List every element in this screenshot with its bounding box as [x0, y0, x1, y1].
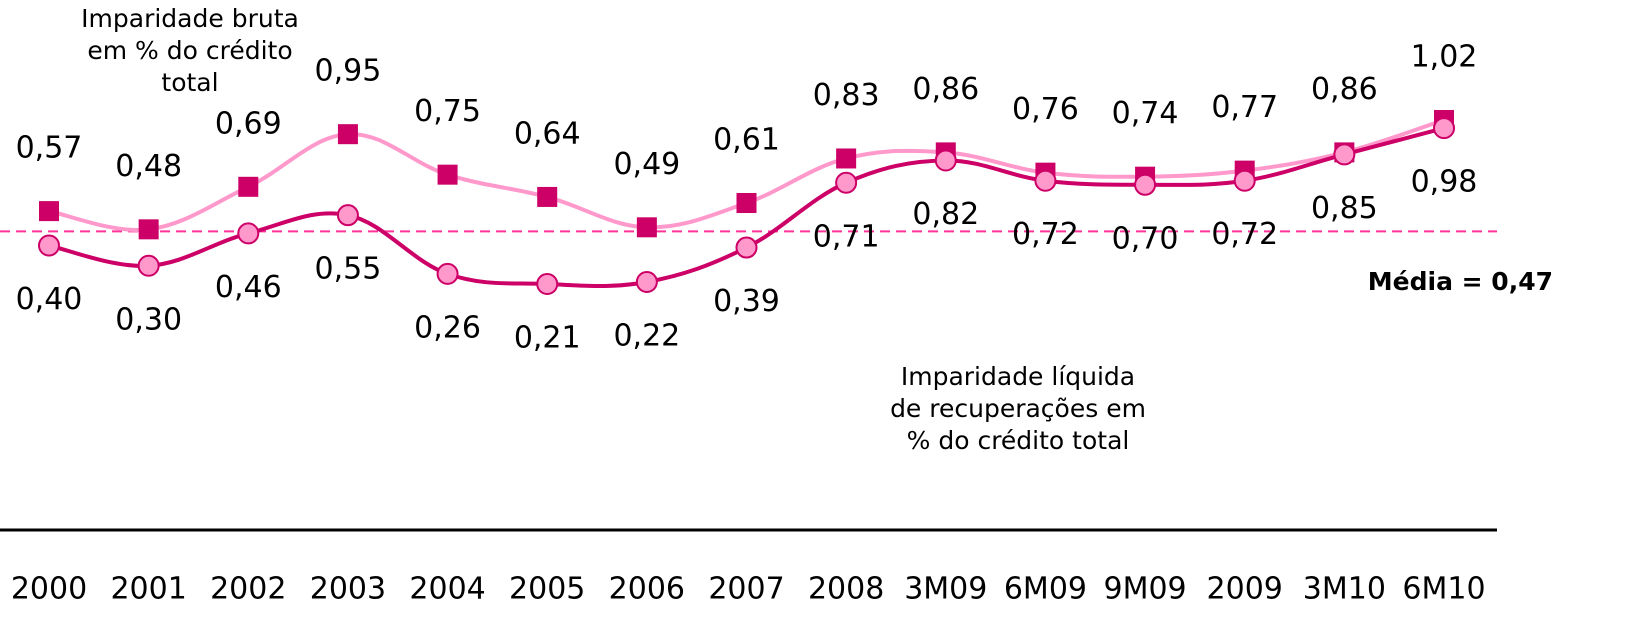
annotation: total [161, 68, 218, 97]
x-tick-label: 2001 [110, 572, 186, 607]
data-label: 0,39 [713, 284, 780, 319]
marker [536, 273, 559, 295]
marker [38, 234, 60, 257]
marker [1433, 117, 1455, 140]
annotation: em % do crédito [87, 36, 292, 65]
marker [537, 186, 558, 207]
data-label: 0,70 [1112, 221, 1179, 256]
marker [137, 254, 160, 277]
x-tick-label: 2009 [1207, 572, 1283, 607]
data-label: 0,26 [414, 310, 481, 345]
data-label: 0,21 [514, 321, 581, 356]
data-label: 0,48 [115, 149, 182, 184]
marker [336, 204, 359, 227]
data-label: 0,95 [315, 54, 382, 89]
data-label: 0,75 [414, 94, 481, 129]
x-tick-label: 2004 [409, 572, 485, 607]
marker [238, 176, 259, 197]
data-label: 0,82 [912, 197, 979, 232]
x-tick-label: 2000 [11, 572, 87, 607]
data-label: 0,98 [1411, 165, 1478, 200]
x-tick-label: 6M09 [1004, 572, 1087, 607]
annotation: Imparidade líquida [901, 362, 1135, 391]
marker [39, 201, 59, 222]
marker [436, 262, 459, 285]
data-label: 0,30 [115, 302, 182, 337]
data-label: 0,77 [1211, 90, 1278, 125]
marker [237, 222, 260, 245]
marker [836, 148, 857, 169]
x-tick-label: 2002 [210, 572, 286, 607]
data-label: 0,69 [215, 106, 282, 141]
data-label: 0,85 [1311, 191, 1378, 226]
data-label: 0,22 [613, 318, 680, 353]
data-label: 0,76 [1012, 92, 1079, 127]
marker [1134, 173, 1157, 196]
x-tick-label: 2008 [808, 572, 884, 607]
x-tick-label: 9M09 [1103, 572, 1186, 607]
marker [735, 236, 758, 259]
annotation: % do crédito total [907, 426, 1130, 455]
marker [934, 149, 957, 172]
marker [835, 171, 858, 194]
marker [337, 124, 358, 145]
data-label: 0,49 [613, 147, 680, 182]
marker [1233, 169, 1256, 192]
marker [636, 217, 657, 238]
data-label: 0,72 [1012, 217, 1079, 252]
data-label: 0,61 [713, 123, 780, 158]
marker [1034, 169, 1057, 192]
average-label: Média = 0,47 [1368, 267, 1553, 296]
data-label: 0,46 [215, 270, 282, 305]
x-tick-label: 2006 [609, 572, 685, 607]
data-label: 0,83 [813, 78, 880, 113]
marker [736, 193, 757, 214]
x-tick-label: 2007 [708, 572, 784, 607]
marker [1333, 143, 1356, 166]
marker [138, 219, 159, 240]
x-tick-label: 2005 [509, 572, 585, 607]
annotation: Imparidade bruta [81, 4, 299, 33]
x-tick-label: 3M10 [1303, 572, 1386, 607]
marker [437, 164, 458, 185]
data-label: 0,40 [16, 282, 83, 317]
data-label: 0,71 [813, 219, 880, 254]
x-tick-label: 3M09 [904, 572, 987, 607]
annotation: de recuperações em [890, 394, 1146, 423]
data-label: 0,64 [514, 116, 581, 151]
data-label: 0,72 [1211, 217, 1278, 252]
x-tick-label: 6M10 [1402, 572, 1485, 607]
data-label: 0,55 [315, 252, 382, 287]
data-label: 0,86 [912, 72, 979, 107]
data-label: 0,86 [1311, 72, 1378, 107]
data-label: 0,74 [1112, 96, 1179, 131]
data-label: 0,57 [16, 131, 83, 166]
data-label: 1,02 [1411, 40, 1478, 75]
marker [635, 270, 658, 293]
x-tick-label: 2003 [310, 572, 386, 607]
